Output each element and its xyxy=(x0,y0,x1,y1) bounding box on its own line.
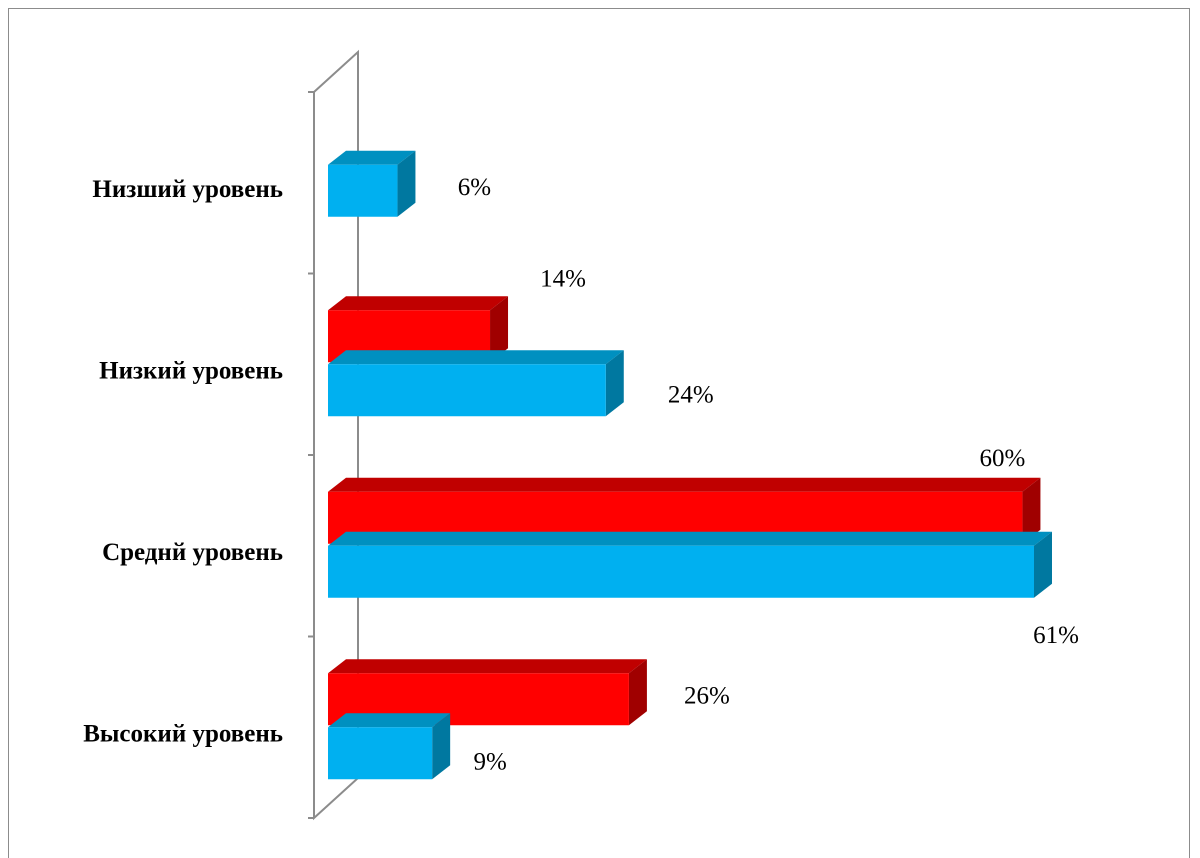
labels-layer: Низший уровень 6% Низкий уровень 14% 24% Сред… xyxy=(83,174,1079,776)
bar-top-face xyxy=(328,477,1041,492)
bar-top-face xyxy=(328,713,451,728)
bar-top-face xyxy=(328,531,1052,546)
bar-side-face xyxy=(490,296,509,363)
data-label: 60% xyxy=(980,445,1026,472)
bar xyxy=(328,545,1034,598)
data-label: 14% xyxy=(540,265,586,292)
bar xyxy=(328,364,606,417)
bar xyxy=(328,727,433,780)
bar-top-face xyxy=(328,150,416,165)
data-label: 61% xyxy=(1033,622,1079,649)
data-label: 26% xyxy=(684,682,730,709)
data-label: 6% xyxy=(458,174,491,201)
category-label: Низкий уровень xyxy=(99,357,283,384)
bar-side-face xyxy=(628,659,647,726)
bar-top-face xyxy=(328,350,624,365)
bar-top-face xyxy=(328,296,509,311)
bar-top-face xyxy=(328,659,647,674)
category-label: Низший уровень xyxy=(92,176,283,203)
bar xyxy=(328,164,398,217)
bar-side-face xyxy=(1034,531,1052,598)
category-label: Среднй уровень xyxy=(102,539,283,566)
category-label: Высокий уровень xyxy=(83,720,283,747)
bar-side-face xyxy=(1022,477,1041,544)
bar-side-face xyxy=(605,350,624,417)
bar-side-face xyxy=(397,150,416,217)
bars-layer xyxy=(328,150,1052,780)
bar-side-face xyxy=(432,713,451,780)
data-label: 24% xyxy=(668,381,714,408)
data-label: 9% xyxy=(473,748,506,775)
